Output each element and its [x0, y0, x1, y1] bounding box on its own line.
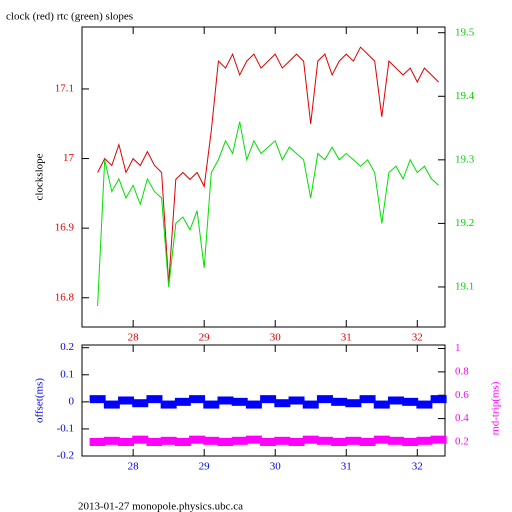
y-axis-label: offset(ms) — [34, 378, 46, 423]
y2-tick-label: 0.8 — [455, 365, 469, 377]
scatter-point — [345, 399, 362, 408]
scatter-point — [89, 437, 106, 446]
scatter-point — [288, 396, 305, 405]
scatter-point — [189, 395, 206, 404]
y2-tick-label: 0.2 — [455, 436, 469, 448]
scatter-point — [402, 437, 419, 446]
scatter-point — [359, 395, 376, 404]
scatter-point — [146, 437, 163, 446]
scatter-point — [203, 400, 220, 409]
scatter-point — [118, 437, 135, 446]
scatter-point — [146, 395, 163, 404]
scatter-point — [402, 397, 419, 406]
scatter-point — [217, 396, 234, 405]
scatter-point — [316, 436, 333, 445]
scatter-point — [416, 400, 433, 409]
y2-tick-label: 19.2 — [455, 217, 474, 229]
scatter-point — [118, 396, 135, 405]
x-tick-label: 29 — [199, 461, 211, 473]
chart-title: clock (red) rtc (green) slopes — [6, 11, 133, 23]
y2-tick-label: 19.1 — [455, 280, 474, 292]
scatter-point — [387, 436, 404, 445]
scatter-point — [132, 399, 149, 408]
scatter-point — [174, 437, 191, 446]
y2-tick-label: 19.3 — [455, 153, 475, 165]
scatter-point — [331, 437, 348, 446]
scatter-point — [260, 395, 277, 404]
plot-frame — [81, 26, 446, 328]
scatter-point — [288, 437, 305, 446]
scatter-point — [231, 397, 248, 406]
scatter-point — [430, 435, 447, 444]
scatter-point — [331, 397, 348, 406]
y-tick-label: -0.2 — [57, 450, 74, 462]
y2-tick-label: 19.4 — [455, 90, 475, 102]
x-tick-label: 30 — [270, 461, 282, 473]
y2-axis-label: rnd-trip(ms) — [490, 381, 502, 435]
scatter-point — [174, 397, 191, 406]
scatter-point — [132, 435, 149, 444]
scatter-point — [103, 400, 120, 409]
x-tick-label: 32 — [412, 461, 423, 473]
scatter-point — [345, 436, 362, 445]
y2-tick-label: 1 — [455, 342, 461, 354]
scatter-point — [245, 435, 262, 444]
scatter-point — [373, 400, 390, 409]
scatter-point — [89, 395, 106, 404]
scatter-point — [231, 436, 248, 445]
scatter-point — [316, 395, 333, 404]
y-tick-label: 17.1 — [55, 82, 74, 94]
scatter-point — [274, 399, 291, 408]
series-line — [97, 46, 439, 284]
scatter-point — [302, 400, 319, 409]
y-tick-label: 17 — [63, 152, 75, 164]
footer: 2013-01-27 monopole.physics.ubc.ca — [78, 501, 243, 512]
scatter-point — [103, 436, 120, 445]
scatter-point — [260, 437, 277, 446]
y2-tick-label: 19.5 — [455, 26, 475, 38]
series-line — [97, 121, 439, 307]
x-tick-label: 32 — [412, 332, 423, 344]
y-tick-label: -0.1 — [57, 422, 74, 434]
scatter-point — [430, 395, 447, 404]
scatter-point — [203, 436, 220, 445]
x-tick-label: 28 — [128, 461, 140, 473]
scatter-point — [160, 400, 177, 409]
y-axis-label: clockslope — [34, 153, 46, 200]
y-tick-label: 0.1 — [60, 368, 74, 380]
scatter-point — [245, 400, 262, 409]
scatter-point — [416, 436, 433, 445]
y-tick-label: 16.9 — [55, 222, 75, 234]
x-tick-label: 30 — [270, 332, 282, 344]
y-tick-label: 0 — [69, 395, 75, 407]
scatter-point — [189, 435, 206, 444]
x-tick-label: 31 — [341, 332, 352, 344]
scatter-point — [160, 436, 177, 445]
y2-tick-label: 0.6 — [455, 389, 469, 401]
x-tick-label: 29 — [199, 332, 211, 344]
scatter-point — [373, 435, 390, 444]
scatter-point — [217, 437, 234, 446]
y-tick-label: 0.2 — [60, 341, 74, 353]
x-tick-label: 28 — [128, 332, 140, 344]
scatter-point — [274, 436, 291, 445]
scatter-point — [302, 435, 319, 444]
scatter-point — [359, 437, 376, 446]
x-tick-label: 31 — [341, 461, 352, 473]
scatter-point — [387, 396, 404, 405]
y-tick-label: 16.8 — [55, 291, 75, 303]
y2-tick-label: 0.4 — [455, 412, 469, 424]
